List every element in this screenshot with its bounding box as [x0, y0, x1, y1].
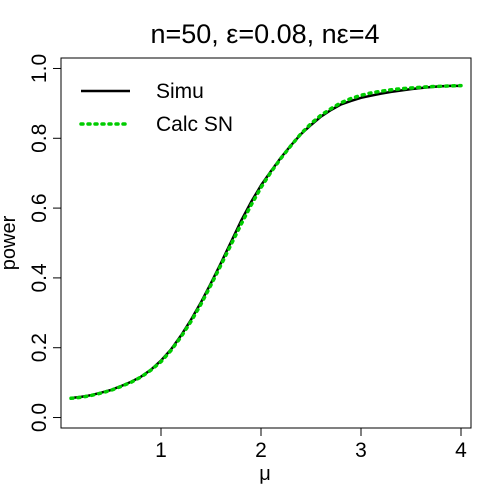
x-tick-label: 2: [255, 439, 267, 462]
plot-frame: [60, 57, 472, 429]
x-axis: 1 2 3 4: [155, 428, 467, 462]
chart-title: n=50, ε=0.08, nε=4: [150, 19, 379, 49]
x-tick-label: 3: [355, 439, 367, 462]
y-tick-label: 0.8: [28, 124, 51, 153]
y-tick-label: 1.0: [28, 54, 51, 83]
series-line-simu: [70, 84, 461, 400]
y-axis-label: power: [0, 215, 20, 270]
x-axis-label: μ: [259, 463, 271, 485]
y-axis: 0.0 0.2 0.4 0.6 0.8 1.0: [28, 54, 61, 432]
legend: Simu Calc SN: [79, 80, 233, 136]
x-tick-label: 1: [155, 439, 167, 462]
legend-label-simu: Simu: [156, 80, 204, 103]
series-line-calc-sn: [69, 83, 463, 401]
y-tick-label: 0.6: [28, 193, 51, 222]
y-tick-label: 0.2: [28, 333, 51, 362]
y-tick-label: 0.4: [28, 263, 51, 293]
series-layer: [69, 83, 463, 401]
legend-label-calc-sn: Calc SN: [156, 113, 233, 136]
x-tick-label: 4: [455, 439, 467, 462]
y-tick-label: 0.0: [28, 403, 51, 432]
